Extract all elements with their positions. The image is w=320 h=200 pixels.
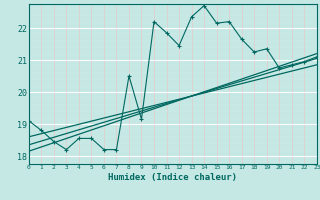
X-axis label: Humidex (Indice chaleur): Humidex (Indice chaleur) (108, 173, 237, 182)
